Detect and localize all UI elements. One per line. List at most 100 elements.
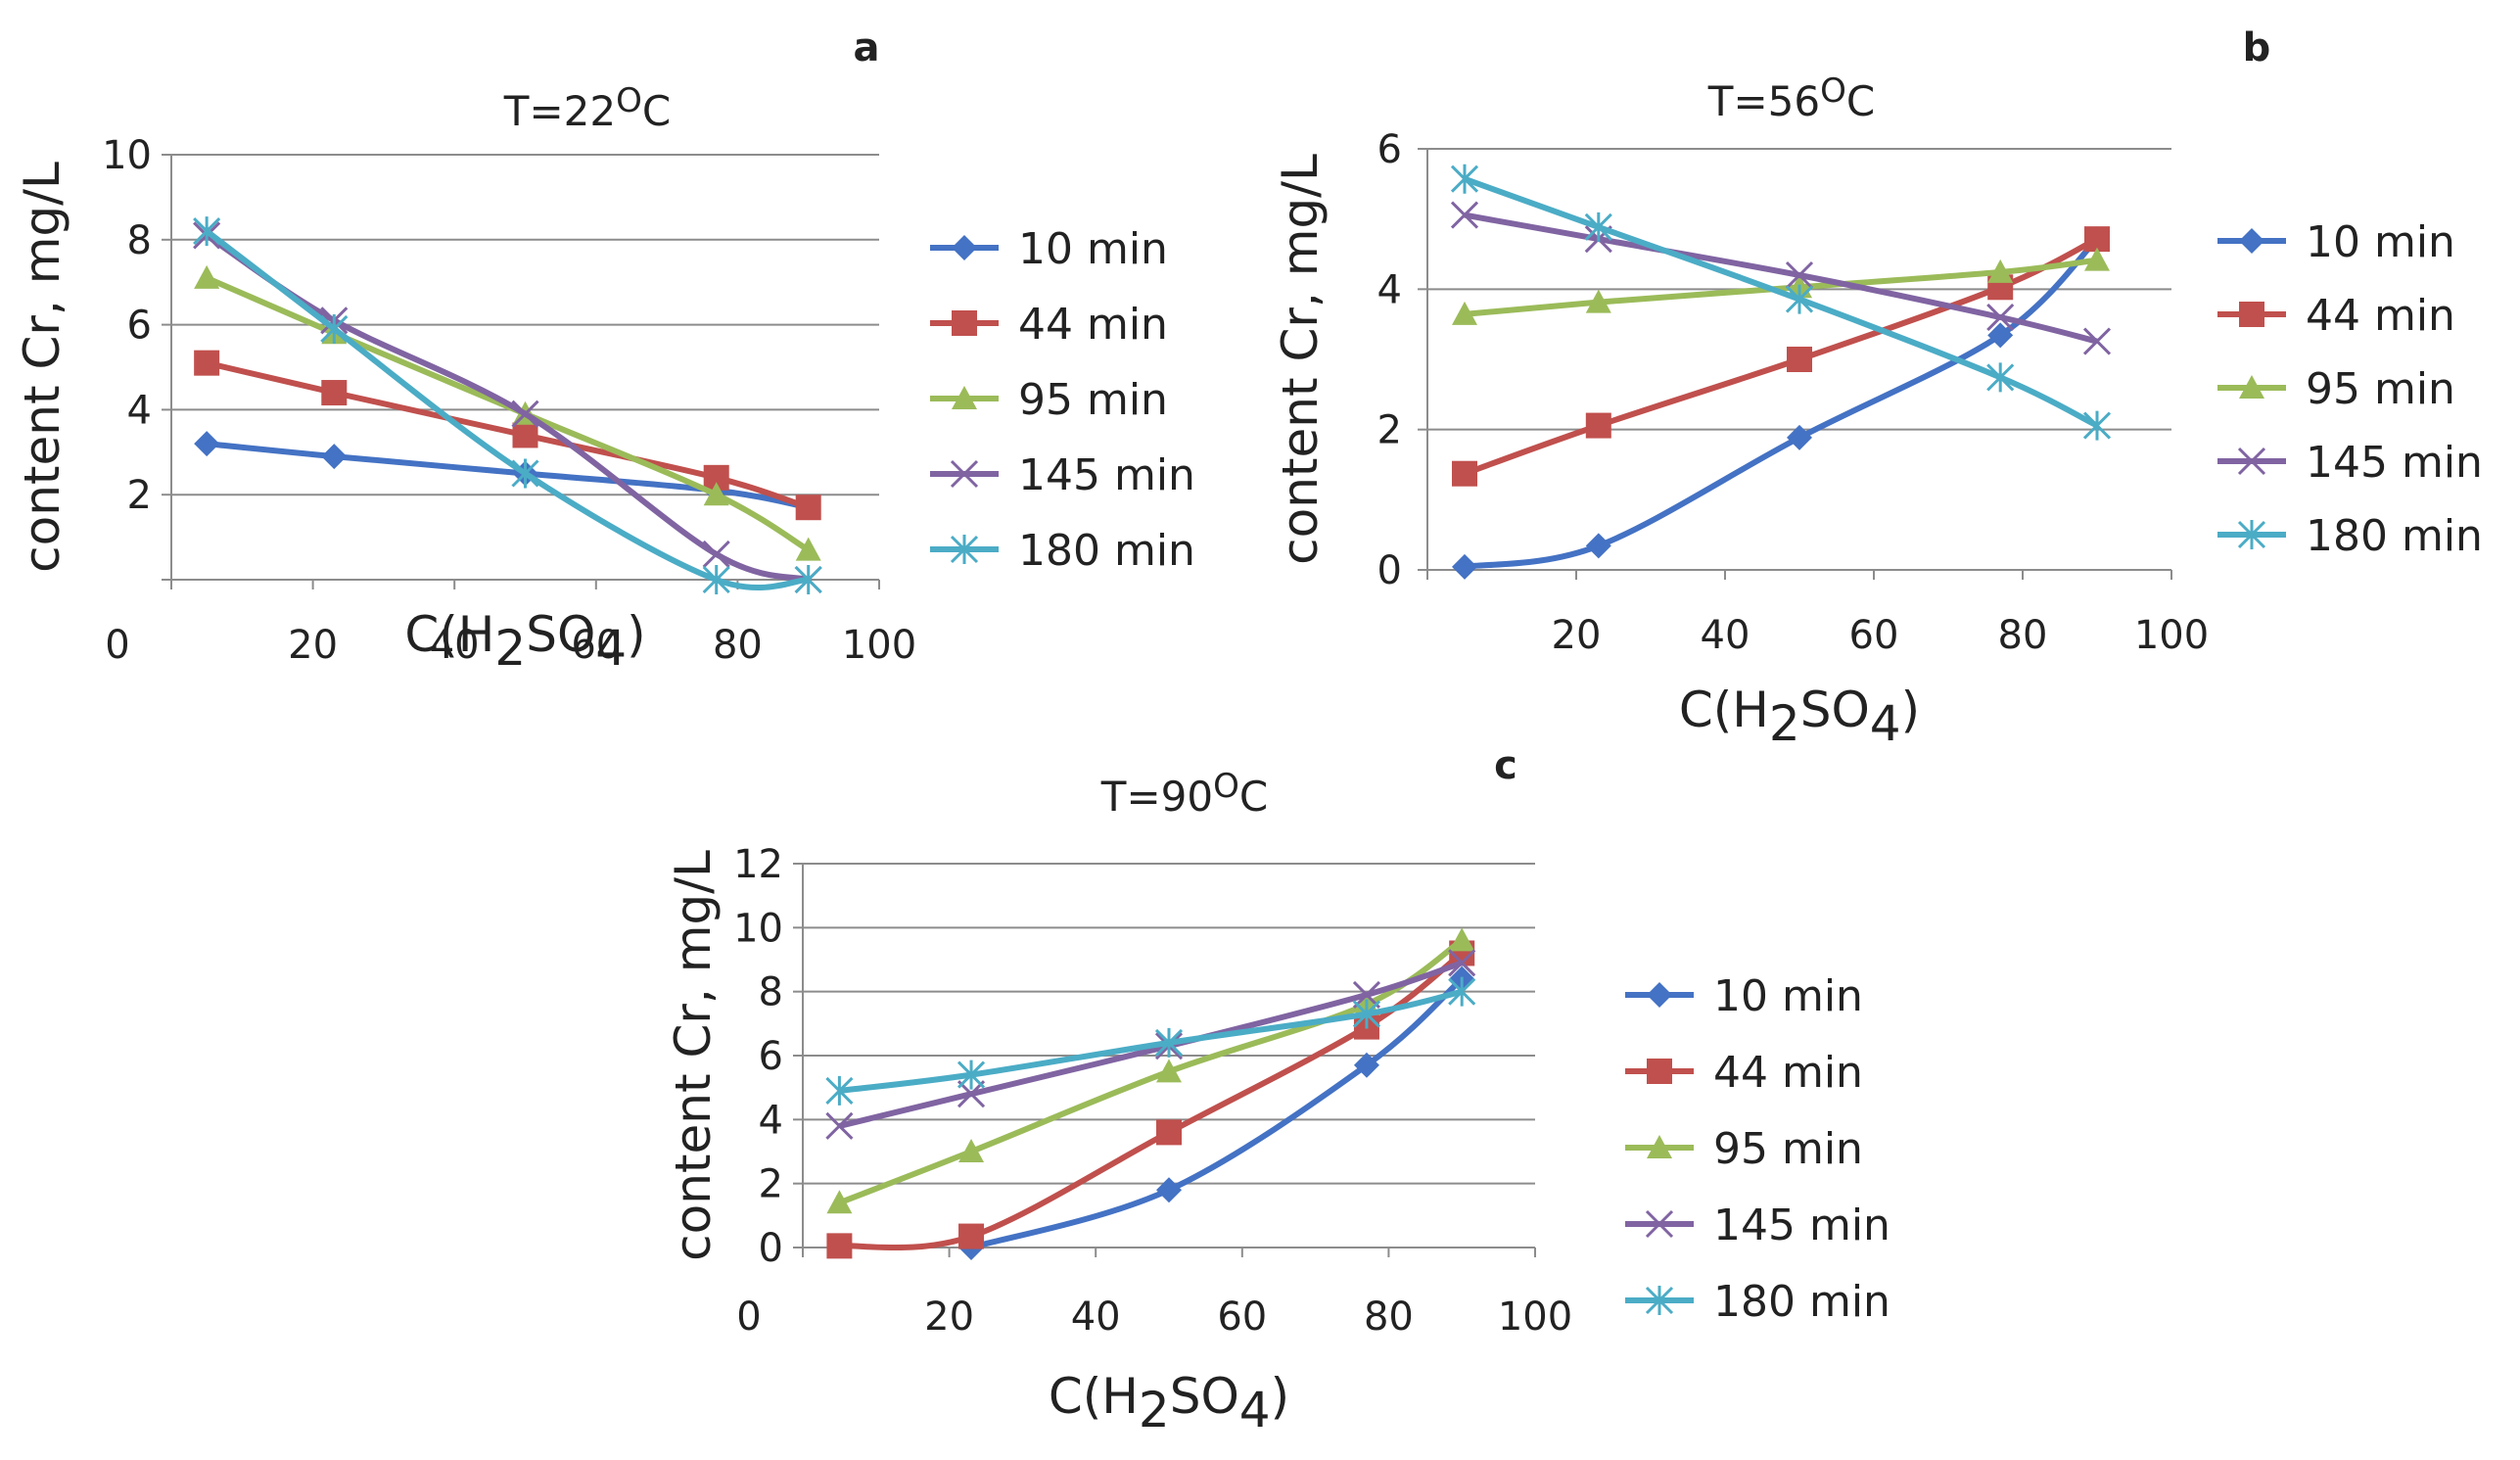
x-tick-label: 0 — [105, 623, 129, 668]
x-axis-label-mid: SO — [1170, 1368, 1239, 1425]
legend-marker — [950, 459, 979, 489]
x-axis-label-end: ) — [627, 606, 646, 663]
data-point — [1584, 212, 1612, 242]
y-tick-label: 4 — [1377, 267, 1402, 312]
y-axis-label: content Cr, mg/L — [665, 850, 722, 1261]
legend-marker — [1647, 1059, 1672, 1084]
data-point — [1450, 164, 1479, 194]
data-point — [1156, 1177, 1182, 1203]
series-line — [1463, 175, 2099, 429]
legend-item: 95 min — [930, 375, 1168, 425]
chart-title-unit: C — [1846, 77, 1875, 125]
y-tick-label: 12 — [733, 842, 783, 887]
legend-label: 10 min — [1713, 971, 1863, 1021]
x-tick-label: 100 — [842, 623, 916, 668]
data-point — [825, 1075, 854, 1106]
legend-label: 10 min — [2306, 217, 2455, 267]
x-axis-label-sub2: 4 — [1239, 1382, 1271, 1438]
legend-marker — [952, 386, 977, 409]
x-axis-label-sub2: 4 — [1870, 695, 1901, 752]
x-axis-label-base: C(H — [1049, 1368, 1139, 1425]
legend-label: 180 min — [1018, 526, 1195, 576]
data-point — [1787, 347, 1812, 372]
data-point — [1785, 260, 1814, 290]
legend-label: 145 min — [1713, 1201, 1890, 1250]
data-point — [825, 1111, 854, 1140]
legend-item: 10 min — [1625, 971, 1863, 1021]
data-point — [1156, 1059, 1182, 1083]
panel-letter: c — [1494, 743, 1517, 788]
chart-title-unit: C — [642, 87, 671, 135]
series-44-min — [194, 350, 821, 521]
x-axis-label-sub1: 2 — [494, 620, 526, 677]
legend-label: 44 min — [1018, 300, 1168, 350]
data-point — [1154, 1027, 1184, 1058]
data-point — [1452, 301, 1477, 325]
legend-item: 95 min — [1625, 1124, 1863, 1174]
legend-label: 95 min — [1018, 375, 1168, 425]
legend-label: 145 min — [2306, 438, 2483, 488]
chart-title-base: T=90 — [1100, 773, 1213, 821]
data-point — [321, 444, 348, 470]
x-tick-label: 100 — [1498, 1295, 1572, 1340]
data-point — [957, 1060, 986, 1090]
data-point — [1352, 999, 1381, 1029]
legend-label: 95 min — [2306, 364, 2455, 414]
panel-letter: b — [2243, 25, 2271, 71]
legend-item: 145 min — [2217, 438, 2483, 488]
x-axis-label-sub2: 4 — [595, 620, 627, 677]
chart-title-base: T=56 — [1707, 77, 1820, 125]
x-axis-label: C(H2SO4) — [404, 606, 645, 677]
chart-title-superscript: O — [616, 81, 642, 120]
legend-label: 180 min — [2306, 511, 2483, 561]
data-point — [1353, 1052, 1379, 1078]
legend-label: 95 min — [1713, 1124, 1863, 1174]
panel-letter: a — [854, 25, 880, 71]
data-point — [958, 1223, 985, 1249]
x-tick-label: 20 — [288, 623, 338, 668]
series-180-min — [825, 976, 1476, 1106]
data-point — [958, 1139, 985, 1162]
y-tick-label: 0 — [759, 1226, 783, 1271]
legend-marker — [952, 310, 977, 336]
y-tick-label: 6 — [127, 304, 152, 349]
data-point — [826, 1233, 853, 1259]
x-axis-label-sub1: 2 — [1139, 1382, 1170, 1438]
y-tick-label: 2 — [127, 473, 152, 518]
x-tick-label: 60 — [1217, 1295, 1267, 1340]
y-tick-label: 2 — [1377, 408, 1402, 453]
x-axis-label-base: C(H — [1679, 682, 1769, 738]
legend-label: 180 min — [1713, 1277, 1890, 1327]
chart-title-superscript: O — [1213, 767, 1239, 806]
legend-label: 44 min — [1713, 1048, 1863, 1098]
data-point — [1352, 980, 1381, 1009]
legend-marker — [950, 535, 979, 564]
series-95-min — [194, 264, 821, 561]
legend-marker — [2239, 228, 2264, 254]
x-tick-label: 80 — [1998, 613, 2048, 658]
x-axis-label-end: ) — [1901, 682, 1921, 738]
series-180-min — [193, 216, 822, 594]
x-tick-label: 20 — [1552, 613, 1602, 658]
x-axis-label-base: C(H — [404, 606, 494, 663]
x-axis-label: C(H2SO4) — [1679, 682, 1920, 752]
y-tick-label: 6 — [1377, 127, 1402, 172]
x-tick-label: 60 — [1849, 613, 1899, 658]
data-point — [194, 431, 220, 457]
data-point — [702, 540, 730, 569]
data-point — [1987, 322, 2014, 349]
data-point — [511, 400, 539, 428]
data-point — [1585, 533, 1611, 559]
data-point — [1448, 976, 1476, 1007]
data-point — [1585, 412, 1611, 439]
legend-label: 10 min — [1018, 224, 1168, 274]
x-axis-label: C(H2SO4) — [1049, 1368, 1289, 1438]
data-point — [702, 565, 730, 594]
data-point — [1452, 460, 1477, 487]
data-point — [703, 482, 729, 506]
series-95-min — [826, 927, 1475, 1214]
chart-title: T=22OC — [503, 81, 671, 135]
legend-item: 180 min — [2217, 511, 2483, 561]
